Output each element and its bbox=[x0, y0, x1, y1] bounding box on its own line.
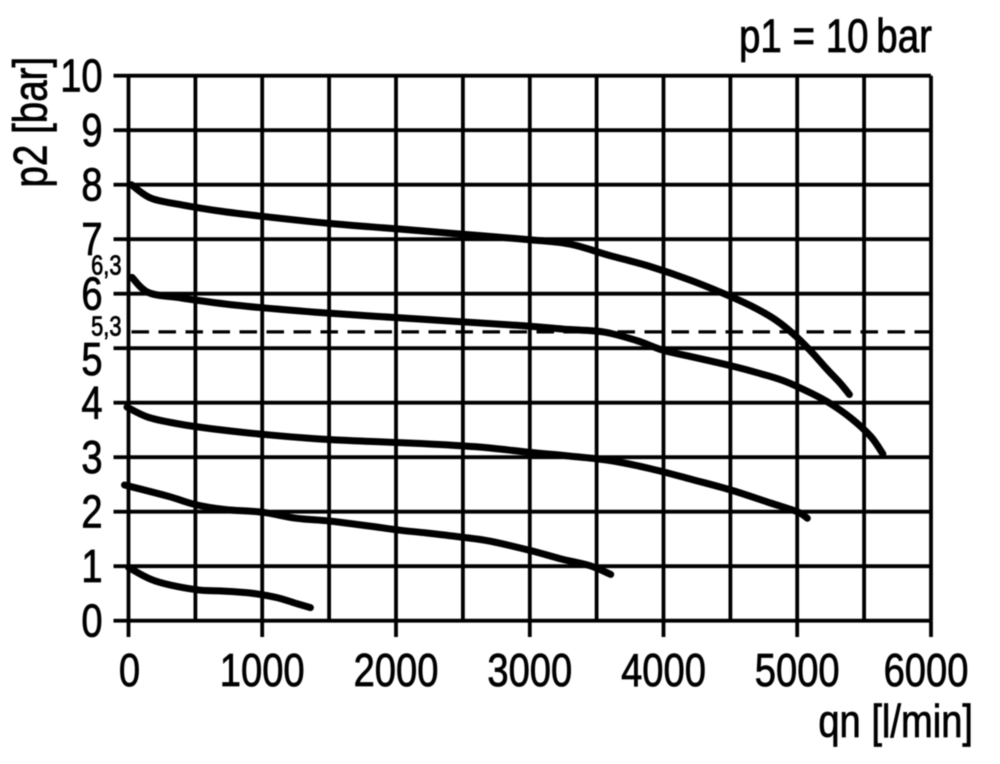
svg-text:6: 6 bbox=[81, 269, 102, 320]
svg-text:5,3: 5,3 bbox=[91, 311, 121, 342]
svg-text:7: 7 bbox=[81, 215, 102, 266]
svg-text:3: 3 bbox=[81, 433, 102, 484]
svg-text:6000: 6000 bbox=[884, 646, 969, 697]
svg-text:0: 0 bbox=[81, 596, 102, 647]
svg-text:qn [l/min]: qn [l/min] bbox=[818, 697, 973, 748]
svg-text:5: 5 bbox=[81, 335, 102, 386]
svg-text:p2 [bar]: p2 [bar] bbox=[5, 57, 57, 188]
svg-text:10: 10 bbox=[60, 51, 102, 102]
svg-text:2000: 2000 bbox=[354, 646, 439, 697]
svg-text:3000: 3000 bbox=[487, 646, 572, 697]
svg-text:p1 = 10 bar: p1 = 10 bar bbox=[739, 10, 932, 62]
svg-text:1: 1 bbox=[81, 542, 102, 593]
svg-text:5000: 5000 bbox=[755, 646, 840, 697]
svg-text:8: 8 bbox=[81, 160, 102, 211]
svg-text:9: 9 bbox=[81, 106, 102, 157]
svg-text:4000: 4000 bbox=[621, 646, 706, 697]
svg-text:2: 2 bbox=[81, 487, 102, 538]
svg-text:4: 4 bbox=[81, 378, 102, 429]
svg-text:6,3: 6,3 bbox=[91, 250, 121, 281]
svg-text:0: 0 bbox=[119, 646, 140, 697]
svg-text:1000: 1000 bbox=[220, 646, 305, 697]
